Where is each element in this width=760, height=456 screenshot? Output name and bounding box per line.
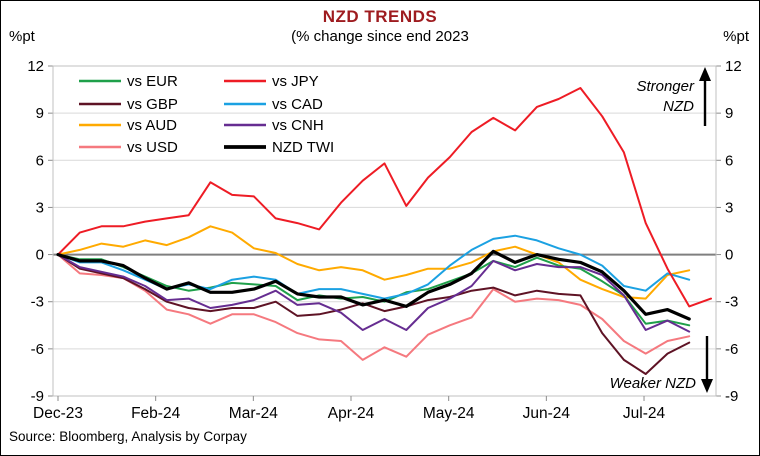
up-arrow-head-icon xyxy=(699,67,711,81)
legend-label-vs-eur: vs EUR xyxy=(127,73,178,90)
x-axis-label-dec-23: Dec-23 xyxy=(33,405,83,422)
plot-area-border xyxy=(52,65,717,397)
series-line-vs-jpy xyxy=(57,87,712,308)
x-axis-label-mar-24: Mar-24 xyxy=(229,405,278,422)
y-axis-unit-left: %pt xyxy=(9,28,35,45)
y-axis-label-left-0: 0 xyxy=(36,247,44,264)
x-axis-label-apr-24: Apr-24 xyxy=(328,405,375,422)
series-line-vs-eur xyxy=(57,253,691,327)
y-axis-label-left-9: 9 xyxy=(36,105,44,122)
y-axis-label-right-9: 9 xyxy=(725,105,733,122)
y-axis-label-right--6: -6 xyxy=(725,341,738,358)
legend-label-vs-usd: vs USD xyxy=(127,139,178,156)
y-axis-label-left-12: 12 xyxy=(27,58,44,75)
x-axis-label-jun-24: Jun-24 xyxy=(523,405,571,422)
source-note: Source: Bloomberg, Analysis by Corpay xyxy=(9,429,247,444)
chart-title: NZD TRENDS xyxy=(322,7,438,26)
series-line-vs-usd xyxy=(57,253,691,361)
legend-label-vs-aud: vs AUD xyxy=(127,117,177,134)
y-axis-label-left-3: 3 xyxy=(36,199,44,216)
y-axis-label-right--3: -3 xyxy=(725,294,738,311)
chart-subtitle: (% change since end 2023 xyxy=(291,28,469,45)
weaker-nzd-label: Weaker NZD xyxy=(610,375,697,392)
legend-label-vs-cnh: vs CNH xyxy=(272,117,324,134)
series-line-nzd-twi xyxy=(56,249,691,321)
stronger-nzd-label-line2: NZD xyxy=(663,98,694,115)
y-axis-label-right--9: -9 xyxy=(725,388,738,405)
legend-label-vs-gbp: vs GBP xyxy=(127,96,178,113)
y-axis-label-left--9: -9 xyxy=(31,388,44,405)
legend-label-vs-cad: vs CAD xyxy=(272,96,323,113)
y-axis-label-left--6: -6 xyxy=(31,341,44,358)
legend-label-nzd-twi: NZD TWI xyxy=(272,139,334,156)
down-arrow-head-icon xyxy=(701,379,713,393)
series-line-vs-aud xyxy=(57,225,691,300)
x-axis-label-feb-24: Feb-24 xyxy=(131,405,180,422)
series-line-vs-cnh xyxy=(57,253,691,333)
legend-label-vs-jpy: vs JPY xyxy=(272,73,319,90)
x-axis-label-jul-24: Jul-24 xyxy=(623,405,666,422)
y-axis-label-right-3: 3 xyxy=(725,199,733,216)
y-axis-label-left--3: -3 xyxy=(31,294,44,311)
y-axis-label-left-6: 6 xyxy=(36,152,44,169)
y-axis-label-right-12: 12 xyxy=(725,58,742,75)
y-axis-unit-right: %pt xyxy=(723,28,749,45)
y-axis-label-right-6: 6 xyxy=(725,152,733,169)
series-line-vs-gbp xyxy=(57,253,691,375)
y-axis-label-right-0: 0 xyxy=(725,247,733,264)
x-axis-label-may-24: May-24 xyxy=(423,405,475,422)
stronger-nzd-label-line1: Stronger xyxy=(636,78,695,95)
